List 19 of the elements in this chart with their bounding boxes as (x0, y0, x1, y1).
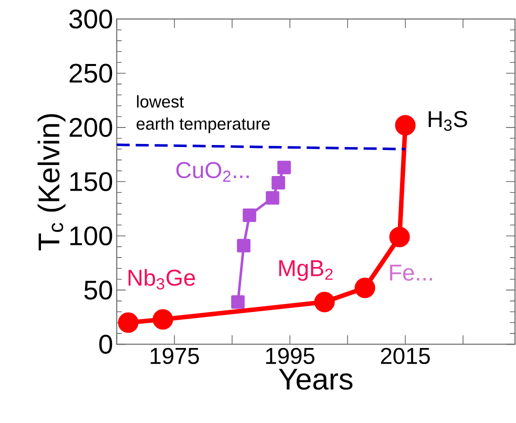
y-tick-label: 300 (69, 9, 112, 29)
annotation: earth temperature (136, 117, 270, 134)
y-tick-label: 200 (70, 118, 112, 137)
y-tick-label: 0 (99, 334, 112, 354)
annotation: Nb$_{3}$Ge (128, 268, 195, 290)
annotation: lowest (137, 95, 184, 108)
annotation: Fe... (390, 264, 432, 281)
annotation: H$_{3}$S (428, 110, 468, 131)
x-tick-label: 1975 (150, 348, 199, 364)
y-tick-label: 50 (84, 280, 112, 300)
y-tick-label: 250 (70, 64, 112, 83)
x-axis-title: Years (278, 368, 352, 390)
x-tick-label: 2015 (380, 348, 430, 364)
y-tick-label: 150 (70, 172, 112, 192)
y-axis-title: T$_{c}$ (Kelvin) (38, 114, 66, 250)
annotation: MgB$_{2}$ (279, 260, 333, 281)
y-tick-label: 100 (70, 226, 112, 246)
x-tick-label: 1995 (266, 348, 314, 364)
annotation: CuO$_{2}$... (176, 162, 249, 182)
